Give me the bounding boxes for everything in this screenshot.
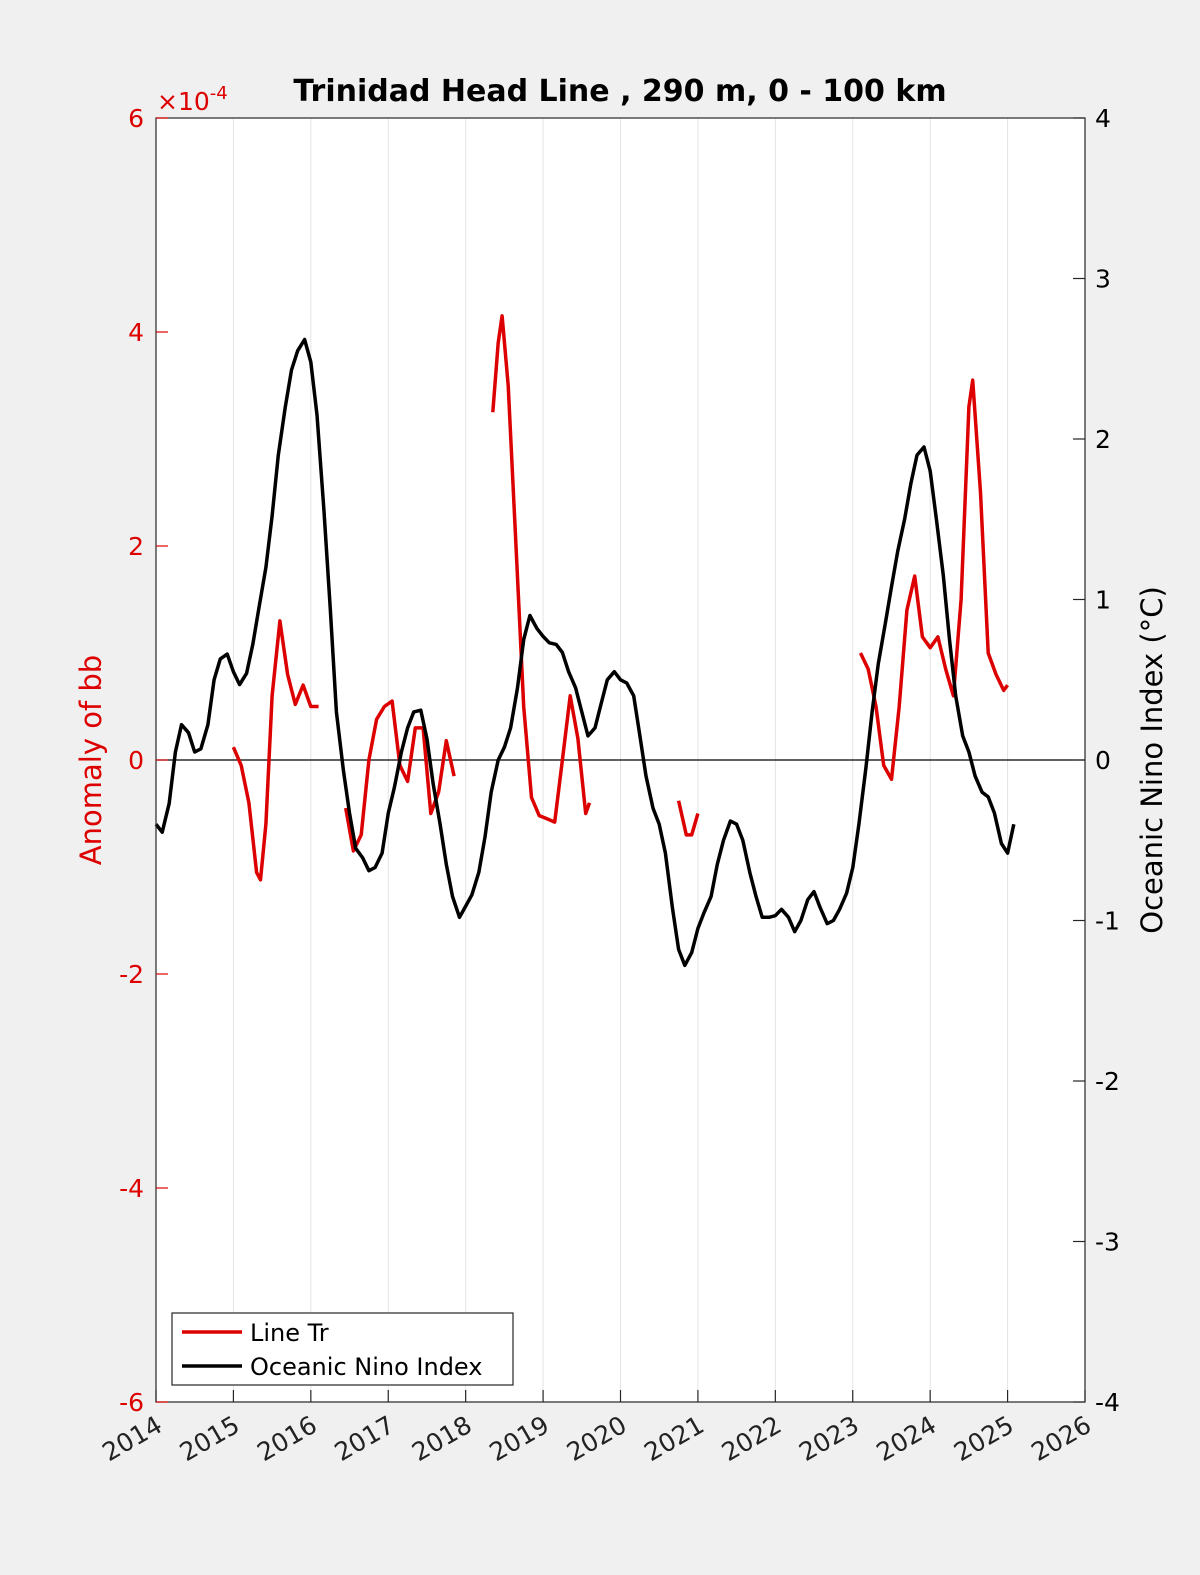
oni-series-line bbox=[154, 337, 1016, 968]
y-right-tick-label: -1 bbox=[1095, 907, 1120, 936]
chart-title: Trinidad Head Line , 290 m, 0 - 100 km bbox=[293, 74, 946, 109]
exponent-base: ×10 bbox=[157, 87, 210, 116]
line-tr-series-segment bbox=[231, 619, 319, 882]
y-right-tick-label: 3 bbox=[1095, 265, 1111, 294]
y-left-tick-label: 2 bbox=[128, 532, 144, 561]
y-left-tick-label: -2 bbox=[119, 960, 144, 989]
line-tr-series-segment bbox=[676, 800, 700, 837]
y-right-tick-label: 0 bbox=[1095, 746, 1111, 775]
left-axis-label: Anomaly of bb bbox=[74, 655, 108, 865]
series-layer bbox=[154, 314, 1016, 968]
right-axis-label: Oceanic Nino Index (°C) bbox=[1135, 586, 1169, 934]
y-left-tick-label: 0 bbox=[128, 746, 144, 775]
y-left-tick-label: -4 bbox=[119, 1174, 144, 1203]
legend: Line Tr Oceanic Nino Index bbox=[171, 1312, 514, 1386]
y-left-tick-label: -6 bbox=[119, 1388, 144, 1417]
y-right-tick-label: -2 bbox=[1095, 1067, 1120, 1096]
exponent-power: -4 bbox=[210, 83, 228, 104]
legend-label-oni: Oceanic Nino Index bbox=[250, 1353, 482, 1381]
legend-label-line-tr: Line Tr bbox=[250, 1319, 329, 1347]
y-right-tick-label: -3 bbox=[1095, 1228, 1120, 1257]
line-tr-series-segment bbox=[491, 314, 592, 824]
left-axis-exponent: ×10-4 bbox=[157, 83, 228, 116]
legend-box bbox=[171, 1312, 514, 1386]
y-right-tick-label: 1 bbox=[1095, 586, 1111, 615]
y-left-tick-label: 4 bbox=[128, 318, 144, 347]
y-left-tick-label: 6 bbox=[128, 104, 144, 133]
y-right-tick-label: 2 bbox=[1095, 425, 1111, 454]
line-tr-series-segment bbox=[858, 378, 1010, 782]
y-right-tick-label: -4 bbox=[1095, 1388, 1120, 1417]
y-right-tick-label: 4 bbox=[1095, 104, 1111, 133]
